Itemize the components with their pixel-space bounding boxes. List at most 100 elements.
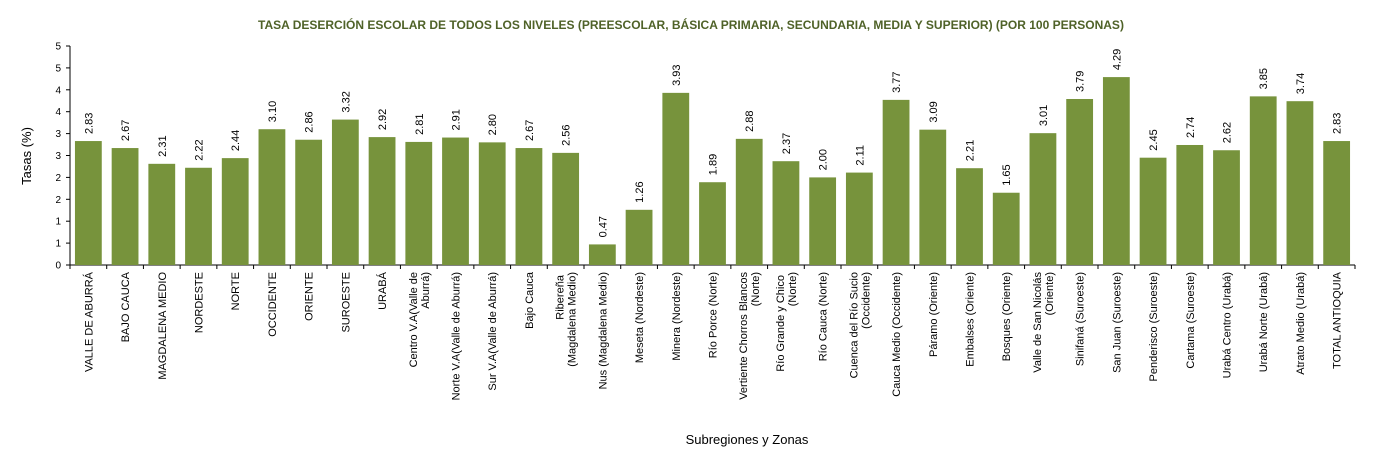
y-tick-label: 1 [55, 217, 61, 228]
bar [772, 161, 800, 265]
data-label: 2.81 [414, 114, 426, 135]
data-label: 2.37 [781, 133, 793, 154]
y-tick-label: 3 [55, 151, 61, 162]
x-tick-label: URABÁ [376, 271, 389, 310]
bar [148, 163, 176, 265]
data-label: 2.92 [377, 109, 389, 130]
bar [588, 244, 616, 265]
x-tick-label: Río Cauca (Norte) [818, 272, 830, 361]
data-label: 2.67 [524, 120, 536, 141]
data-label: 2.86 [304, 111, 316, 132]
bar [735, 138, 763, 265]
bar [185, 167, 212, 265]
x-tick-label: Atrato Medio (Urabá) [1295, 272, 1307, 375]
data-label: 2.91 [451, 109, 463, 130]
y-tick-label: 5 [55, 63, 61, 74]
x-tick-label: Penderisco (Suroeste) [1148, 272, 1160, 381]
data-label: 2.88 [744, 110, 756, 131]
y-tick-label: 2 [55, 173, 61, 184]
data-label: 3.32 [340, 91, 352, 112]
data-label: 2.31 [157, 135, 169, 156]
data-label: 3.01 [1038, 105, 1050, 126]
x-tick-label: TOTAL ANTIOQUIA [1332, 271, 1344, 369]
x-tick-label: Minera (Nordeste) [671, 272, 683, 361]
data-label: 3.79 [1075, 71, 1087, 92]
bar [515, 148, 543, 265]
data-label: 3.85 [1258, 68, 1270, 89]
x-axis-label: Subregiones y Zonas [686, 432, 809, 447]
x-tick-label: Páramo (Oriente) [928, 272, 940, 357]
bar [552, 152, 580, 265]
x-tick-label: San Juan (Suroeste) [1111, 272, 1123, 373]
plot-area: 0 1 1 2 2 3 3 4 4 5 5 2.83 VALLE DE ABURRÁ 2.67 BAJO C… [55, 42, 1356, 400]
bar [1213, 150, 1240, 265]
x-tick-label: Nus (Magdalena Medio) [597, 272, 609, 389]
data-label: 0.47 [597, 216, 609, 237]
y-tick-label: 5 [55, 42, 61, 53]
x-tick-label: VALLE DE ABURRÁ [82, 271, 95, 372]
data-label: 2.62 [1222, 122, 1234, 143]
data-label: 2.45 [1148, 129, 1160, 150]
x-tick-label: Urabá Centro (Urabá) [1222, 272, 1234, 378]
data-label: 2.11 [854, 145, 866, 166]
x-tick-label: Bosques (Oriente) [1001, 272, 1013, 361]
x-tick-label: NORDESTE [194, 272, 206, 333]
data-label: 3.10 [267, 101, 279, 122]
bar [845, 172, 873, 265]
bar [1249, 96, 1277, 266]
y-axis-label: Tasas (%) [19, 127, 34, 185]
chart-title: TASA DESERCIÓN ESCOLAR DE TODOS LOS NIVE… [258, 17, 1124, 32]
x-tick-label: BAJO CAUCA [120, 271, 132, 342]
bar [442, 137, 469, 265]
x-tick-label: Valle de San Nicolás(Oriente) [1032, 272, 1056, 373]
bar [1139, 157, 1167, 265]
x-tick-label: Embalses (Oriente) [965, 272, 977, 367]
x-tick-label: Urabá Norte (Urabá) [1258, 272, 1270, 372]
y-tick-label: 1 [55, 239, 61, 250]
data-label: 3.93 [671, 64, 683, 85]
bar [956, 168, 983, 265]
bar [368, 137, 396, 265]
x-tick-label: Meseta (Nordeste) [634, 272, 646, 363]
bar [809, 177, 837, 265]
data-label: 3.09 [928, 101, 940, 122]
bar [992, 192, 1020, 265]
bar [295, 139, 323, 265]
bar [1176, 144, 1204, 265]
x-tick-label: SUROESTE [340, 272, 352, 333]
x-tick-label: Río Grande y Chico (Norte) [775, 272, 799, 372]
x-tick-label: Norte V.A(Valle de Aburrá) [451, 272, 463, 400]
data-label: 2.22 [193, 139, 205, 160]
data-label: 2.83 [1332, 113, 1344, 134]
data-label: 2.83 [83, 113, 95, 134]
bar [478, 142, 506, 265]
data-label: 4.29 [1111, 49, 1123, 70]
x-tick-label: Bajo Cauca [524, 271, 536, 329]
x-tick-label: Vertiente Chorros Blancos(Norte) [738, 272, 762, 400]
y-tick-label: 0 [55, 261, 61, 272]
data-label: 2.00 [818, 149, 830, 170]
x-tick-label: Cuenca del Río Sucio(Occidente) [848, 272, 872, 378]
x-tick-label: OCCIDENTE [267, 272, 279, 337]
data-label: 2.56 [561, 124, 573, 145]
bar [662, 92, 690, 265]
bar [331, 119, 359, 265]
data-label: 1.65 [1001, 164, 1013, 185]
bar [1102, 77, 1130, 266]
bar [405, 141, 433, 265]
x-tick-label: ORIENTE [304, 272, 316, 321]
x-tick-label: Sinifaná (Suroeste) [1075, 272, 1087, 366]
bar [258, 129, 286, 265]
data-label: 1.89 [708, 154, 720, 175]
bar [221, 158, 249, 265]
bar [1066, 98, 1094, 265]
data-label: 1.26 [634, 181, 646, 202]
x-tick-label: Cartama (Suroeste) [1185, 272, 1197, 369]
y-tick-label: 2 [55, 195, 61, 206]
data-label: 2.74 [1185, 117, 1197, 138]
data-label: 2.67 [120, 120, 132, 141]
x-tick-label: Sur V.A(Valle de Aburrá) [487, 272, 499, 391]
bar [1323, 141, 1351, 265]
data-label: 2.21 [965, 140, 977, 161]
